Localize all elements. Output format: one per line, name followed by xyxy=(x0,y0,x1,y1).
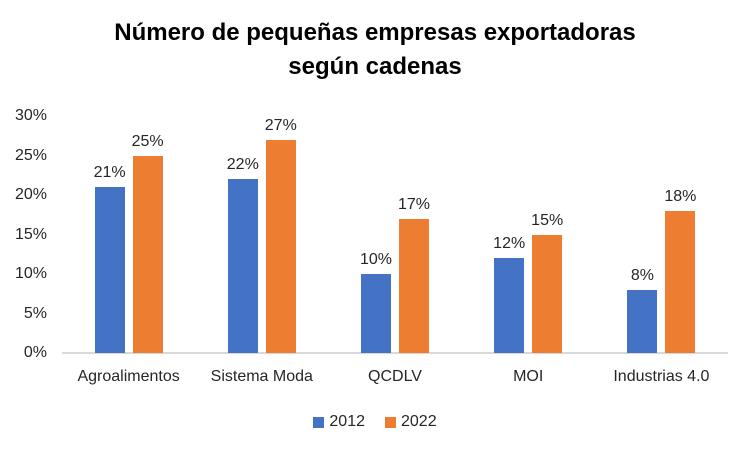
bar-2012 xyxy=(227,179,258,353)
category-label: Industrias 4.0 xyxy=(613,368,710,385)
data-label: 27% xyxy=(264,116,297,134)
data-label: 8% xyxy=(630,266,654,284)
bar-2012 xyxy=(627,289,658,353)
data-label: 15% xyxy=(531,211,564,229)
y-axis-tick-label: 20% xyxy=(14,186,47,203)
y-axis-tick-label: 0% xyxy=(23,344,47,361)
legend-label: 2022 xyxy=(401,413,437,430)
category-label: Agroalimentos xyxy=(77,368,180,385)
data-label: 21% xyxy=(93,164,126,182)
plot-area: 21% 25% 22% 27% 10% 17% 12% 15% 8% 18% xyxy=(62,0,728,353)
y-axis-tick-label: 5% xyxy=(23,304,47,322)
bar-2022 xyxy=(132,155,163,353)
category-label: QCDLV xyxy=(368,368,422,385)
bar-2022 xyxy=(399,218,429,353)
bar-2022 xyxy=(665,210,696,353)
chart-title-line1: Número de pequeñas empresas exportadoras xyxy=(114,19,636,46)
y-axis-tick-label: 10% xyxy=(14,265,47,282)
legend-item-2012: 2012 xyxy=(313,413,365,431)
y-axis-tick-label: 30% xyxy=(14,107,47,124)
legend: 2012 2022 xyxy=(0,410,750,434)
data-label: 18% xyxy=(664,187,697,205)
data-label: 12% xyxy=(493,235,526,253)
legend-label: 2012 xyxy=(329,413,365,430)
bar-2012 xyxy=(361,274,391,353)
x-axis-labels: Agroalimentos Sistema Moda QCDLV MOI Industr… xyxy=(0,366,750,390)
category-label: MOI xyxy=(513,368,544,385)
data-label: 17% xyxy=(397,195,431,213)
y-axis-tick-label: 25% xyxy=(14,146,47,164)
bar-2022 xyxy=(532,234,563,353)
chart-title-line2: según cadenas xyxy=(288,53,462,80)
category-label: Sistema Moda xyxy=(210,368,313,385)
chart-title: Número de pequeñas empresas exportadoras… xyxy=(0,16,750,84)
legend-item-2022: 2022 xyxy=(385,413,437,431)
data-label: 10% xyxy=(359,251,393,268)
bar-2022 xyxy=(265,139,296,353)
y-axis-tick-label: 15% xyxy=(14,225,47,243)
data-label: 22% xyxy=(226,156,259,174)
bar-2012 xyxy=(494,258,525,353)
bar-2012 xyxy=(94,187,125,353)
legend-swatch-icon xyxy=(313,416,325,428)
x-axis-line xyxy=(62,352,728,354)
legend-swatch-icon xyxy=(385,416,396,428)
data-label: 25% xyxy=(131,132,164,150)
